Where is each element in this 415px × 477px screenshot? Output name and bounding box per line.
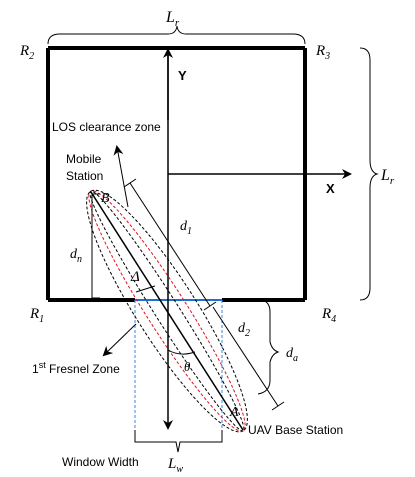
- fresnel-label: 1st Fresnel Zone: [32, 360, 120, 376]
- point-a-label: A: [229, 405, 239, 420]
- d2-line: [212, 306, 279, 407]
- corner-r1-label: R1: [29, 306, 44, 325]
- d1-tick-bottom: [203, 301, 217, 311]
- x-axis-label: X: [326, 181, 335, 196]
- top-width-label: Lr: [165, 9, 180, 29]
- da-brace: [257, 299, 280, 395]
- corner-r4-label: R4: [321, 306, 336, 325]
- dn-bracket: [91, 193, 100, 299]
- d2-label: d2: [238, 321, 250, 339]
- window-width-label: Window Width: [62, 455, 139, 469]
- bottom-brace: [134, 430, 223, 453]
- y-axis-label: Y: [178, 68, 187, 83]
- right-brace: [359, 47, 379, 301]
- theta-label: θ: [184, 359, 191, 374]
- corner-r2-label: R2: [19, 43, 34, 62]
- los-zone-label: LOS clearance zone: [52, 120, 161, 134]
- dn-label: dn: [70, 247, 82, 265]
- window: [134, 299, 223, 440]
- d1-line: [129, 182, 211, 307]
- lw-label: Lw: [167, 456, 183, 475]
- fresnel-arrow: [102, 323, 137, 357]
- inner-ellipse: [89, 190, 245, 432]
- corner-r3-label: R3: [315, 43, 330, 62]
- top-brace: [47, 25, 306, 45]
- los-line: [90, 191, 244, 431]
- delta-line: [135, 285, 156, 293]
- d2-tick-bottom: [271, 401, 285, 411]
- da-label: da: [286, 346, 298, 364]
- point-b-label: B: [101, 191, 110, 206]
- mobile-label-line1: Mobile: [66, 152, 102, 166]
- right-height-label: Lr: [380, 167, 395, 187]
- uav-label: UAV Base Station: [248, 423, 343, 437]
- d1-tick-top: [123, 178, 137, 188]
- mobile-label-line2: Station: [66, 169, 103, 183]
- theta-arc: [167, 349, 196, 355]
- los-zone-arrow: [113, 145, 129, 208]
- d1-label: d1: [180, 219, 192, 237]
- ellipses: [86, 189, 248, 433]
- delta-label: Δ: [130, 269, 140, 285]
